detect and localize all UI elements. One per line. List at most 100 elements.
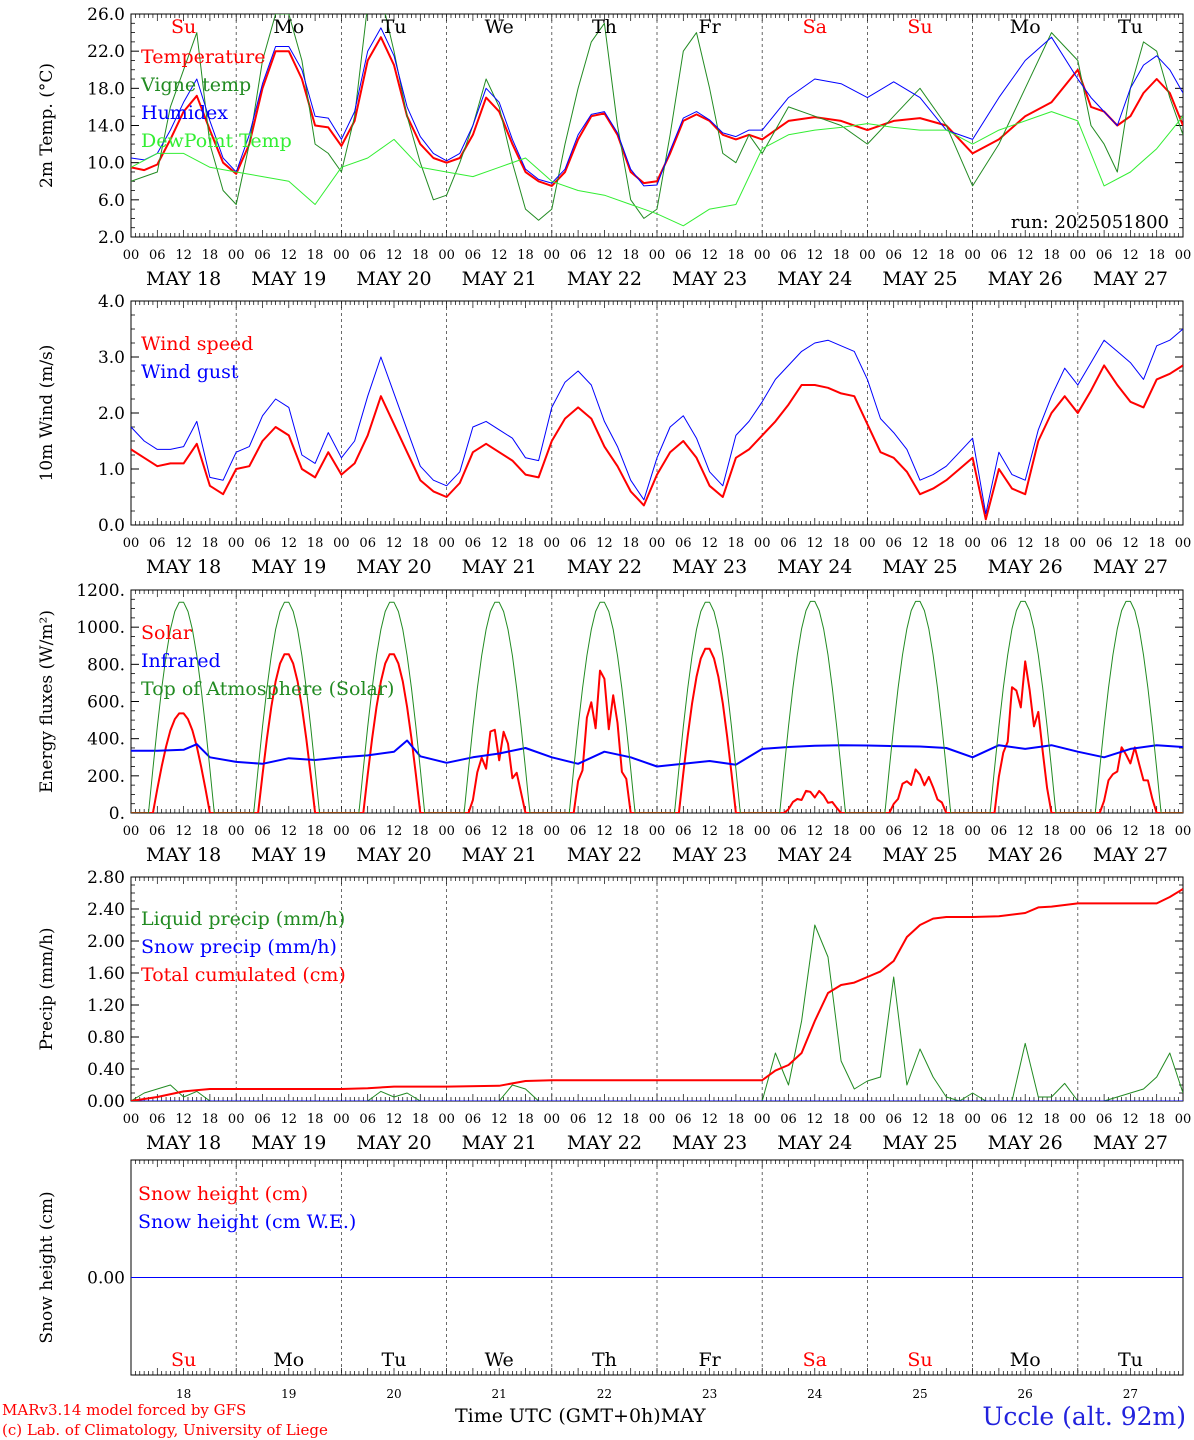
plot-frame	[130, 589, 1184, 814]
hour-tick-label: 12	[912, 824, 929, 839]
hour-tick-label: 12	[281, 248, 298, 263]
legend-entry: Infrared	[141, 650, 221, 672]
weekday-label: Th	[592, 1349, 617, 1371]
date-label: MAY 22	[567, 268, 642, 290]
hour-tick-label: 12	[386, 536, 403, 551]
hour-tick-label: 00	[649, 824, 666, 839]
hour-tick-label: 12	[491, 1112, 508, 1127]
hour-tick-label: 18	[728, 248, 745, 263]
weekday-label: Sa	[803, 16, 827, 38]
date-label: MAY 27	[1093, 1132, 1168, 1154]
legend-entry: Snow height (cm W.E.)	[138, 1211, 356, 1233]
date-label: MAY 21	[462, 268, 537, 290]
day-number-label: 18	[176, 1387, 191, 1401]
hour-tick-label: 18	[1043, 1112, 1060, 1127]
hour-tick-label: 06	[359, 536, 376, 551]
time-axis-title: Time UTC (GMT+0h)MAY	[455, 1405, 706, 1427]
y-tick-label: 200.	[87, 767, 125, 787]
time-axis-label: Time UTC (GMT+0h)	[455, 1405, 661, 1427]
series-line-dewpoint-temp	[131, 111, 1183, 227]
panel-3: Energy fluxes (W/m²)	[37, 589, 1184, 814]
date-label: MAY 24	[777, 844, 852, 866]
hour-tick-label: 00	[964, 536, 981, 551]
hour-tick-label: 00	[333, 824, 350, 839]
hour-tick-label: 18	[833, 1112, 850, 1127]
y-tick-label: 10.0	[87, 154, 125, 174]
hour-tick-label: 18	[307, 536, 324, 551]
hour-tick-label: 18	[833, 248, 850, 263]
date-label: MAY 19	[251, 844, 326, 866]
hour-tick-label: 12	[281, 824, 298, 839]
date-label: MAY 24	[777, 1132, 852, 1154]
hour-tick-label: 00	[649, 536, 666, 551]
date-label: MAY 21	[462, 556, 537, 578]
hour-tick-label: 00	[228, 536, 245, 551]
hour-tick-label: 00	[1175, 536, 1192, 551]
y-tick-label: 0.40	[87, 1060, 125, 1080]
hour-tick-label: 00	[1175, 824, 1192, 839]
hour-tick-label: 06	[570, 824, 587, 839]
weekday-label: Sa	[803, 1349, 827, 1371]
weekday-label: Mo	[1010, 16, 1041, 38]
date-label: MAY 27	[1093, 844, 1168, 866]
legend-entry: Wind speed	[141, 333, 253, 355]
hour-tick-label: 12	[175, 536, 192, 551]
hour-tick-label: 12	[491, 824, 508, 839]
hour-tick-label: 00	[649, 1112, 666, 1127]
hour-tick-label: 00	[123, 248, 140, 263]
hour-tick-label: 18	[202, 536, 219, 551]
hour-tick-label: 00	[438, 536, 455, 551]
hour-tick-label: 18	[622, 248, 639, 263]
hour-tick-label: 06	[991, 824, 1008, 839]
legend-entry: DewPoint Temp	[141, 130, 292, 152]
hour-tick-label: 06	[780, 824, 797, 839]
hour-tick-label: 18	[412, 536, 429, 551]
hour-tick-label: 12	[1017, 1112, 1034, 1127]
hour-tick-label: 18	[202, 248, 219, 263]
date-label: MAY 19	[251, 268, 326, 290]
weekday-label: Tu	[382, 1349, 407, 1371]
hour-tick-label: 00	[964, 824, 981, 839]
hour-tick-label: 06	[991, 1112, 1008, 1127]
date-label: MAY 25	[882, 1132, 957, 1154]
hour-tick-label: 06	[359, 248, 376, 263]
weekday-label: We	[485, 16, 514, 38]
series-group	[131, 328, 1183, 521]
legend-entry: Total cumulated (cm)	[141, 964, 346, 986]
hour-tick-label: 06	[254, 248, 271, 263]
hour-tick-label: 06	[1096, 1112, 1113, 1127]
hour-tick-label: 12	[701, 536, 718, 551]
hour-tick-label: 06	[675, 1112, 692, 1127]
hour-tick-label: 12	[281, 536, 298, 551]
series-line-total-cumulated-cm-	[131, 888, 1183, 1101]
hour-tick-label: 18	[517, 1112, 534, 1127]
hour-tick-label: 12	[807, 824, 824, 839]
hour-tick-label: 12	[491, 248, 508, 263]
weekday-label: We	[485, 1349, 514, 1371]
hour-tick-label: 18	[938, 824, 955, 839]
hour-tick-label: 18	[1148, 824, 1165, 839]
hour-tick-label: 18	[833, 536, 850, 551]
hour-tick-label: 00	[649, 248, 666, 263]
series-line-infrared	[131, 739, 1183, 768]
weekday-label: Tu	[1118, 16, 1143, 38]
legend-entry: Snow height (cm)	[138, 1183, 308, 1205]
y-tick-label: 2.0	[98, 228, 125, 248]
hour-tick-label: 00	[1175, 248, 1192, 263]
series-line-wind-gust	[131, 328, 1183, 515]
hour-tick-label: 06	[359, 1112, 376, 1127]
weekday-label: Mo	[273, 16, 304, 38]
weekday-label: Su	[907, 1349, 932, 1371]
date-label: MAY 24	[777, 556, 852, 578]
hour-tick-label: 06	[570, 536, 587, 551]
hour-tick-label: 06	[149, 1112, 166, 1127]
date-label: MAY 23	[672, 844, 747, 866]
y-axis-title: 2m Temp. (°C)	[37, 63, 57, 188]
day-number-label: 20	[386, 1387, 401, 1401]
hour-tick-label: 12	[1017, 536, 1034, 551]
credits: MARv3.14 model forced by GFS (c) Lab. of…	[2, 1400, 328, 1440]
hour-tick-label: 00	[544, 1112, 561, 1127]
y-tick-label: 1200.	[76, 581, 125, 601]
legend-entry: Snow precip (mm/h)	[141, 936, 337, 958]
y-tick-label: 18.0	[87, 79, 125, 99]
